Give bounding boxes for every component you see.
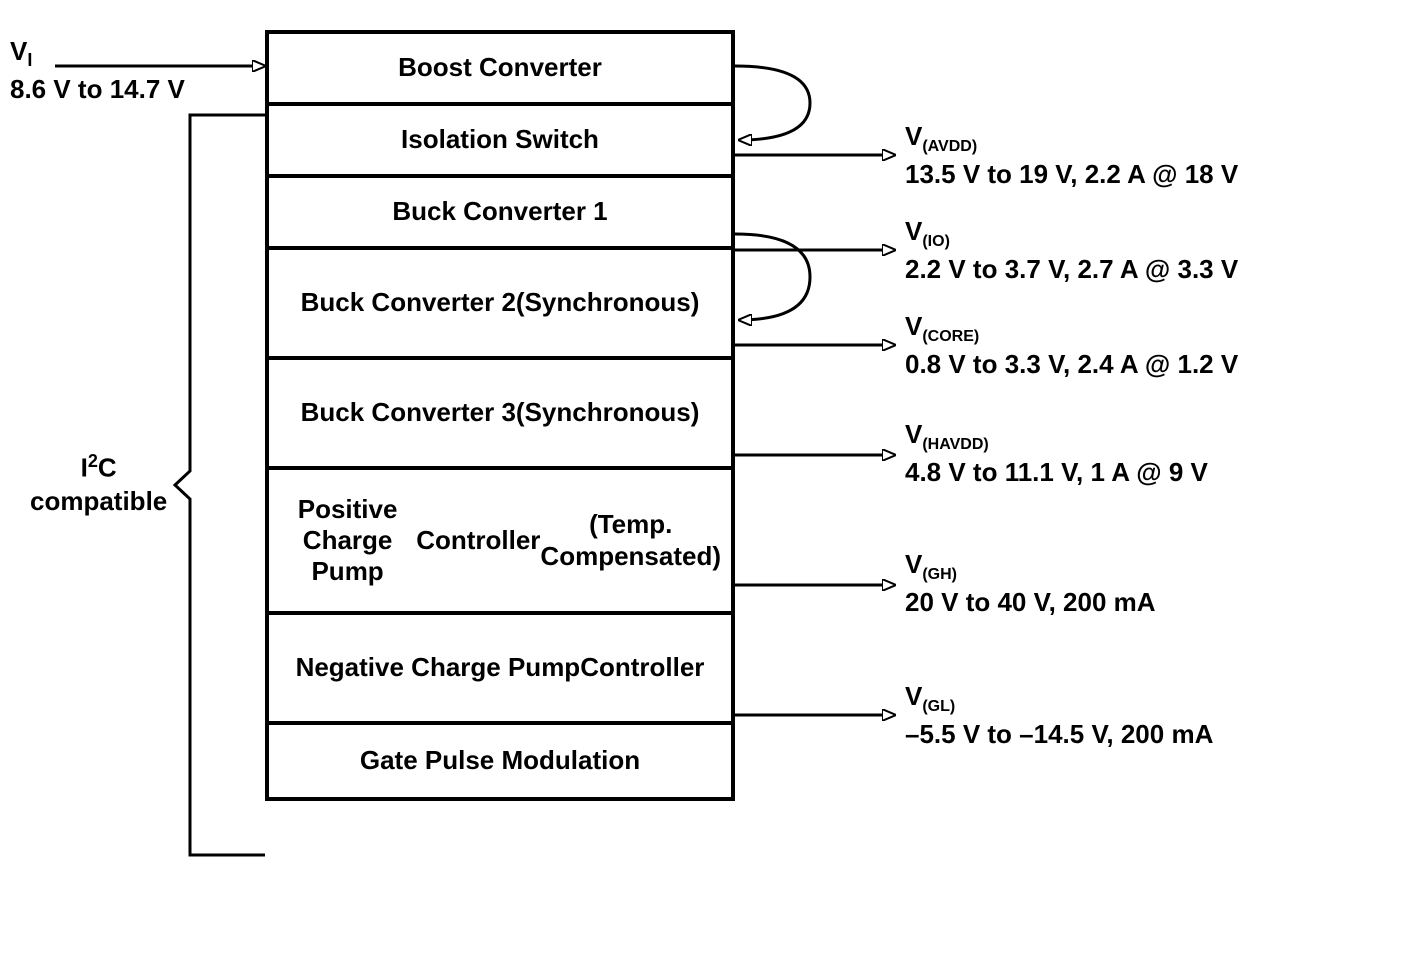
- i2c-label: I2C compatible: [30, 450, 167, 519]
- output-label-3: V(HAVDD)4.8 V to 11.1 V, 1 A @ 9 V: [905, 418, 1208, 490]
- block-0: Boost Converter: [269, 34, 731, 106]
- block-1: Isolation Switch: [269, 106, 731, 178]
- input-symbol: VI: [10, 36, 32, 66]
- output-label-5: V(GL)–5.5 V to –14.5 V, 200 mA: [905, 680, 1213, 752]
- block-3: Buck Converter 2(Synchronous): [269, 250, 731, 360]
- block-4: Buck Converter 3(Synchronous): [269, 360, 731, 470]
- block-6: Negative Charge PumpController: [269, 615, 731, 725]
- block-7: Gate Pulse Modulation: [269, 725, 731, 797]
- block-diagram: VI 8.6 V to 14.7 V I2C compatible Boost …: [0, 20, 1426, 940]
- output-label-2: V(CORE)0.8 V to 3.3 V, 2.4 A @ 1.2 V: [905, 310, 1238, 382]
- output-label-4: V(GH)20 V to 40 V, 200 mA: [905, 548, 1156, 620]
- block-2: Buck Converter 1: [269, 178, 731, 250]
- block-5: Positive Charge PumpController(Temp. Com…: [269, 470, 731, 615]
- input-label: VI 8.6 V to 14.7 V: [10, 35, 185, 106]
- output-label-1: V(IO)2.2 V to 3.7 V, 2.7 A @ 3.3 V: [905, 215, 1238, 287]
- output-label-0: V(AVDD)13.5 V to 19 V, 2.2 A @ 18 V: [905, 120, 1238, 192]
- blocks-container: Boost ConverterIsolation SwitchBuck Conv…: [265, 30, 735, 801]
- input-range: 8.6 V to 14.7 V: [10, 74, 185, 104]
